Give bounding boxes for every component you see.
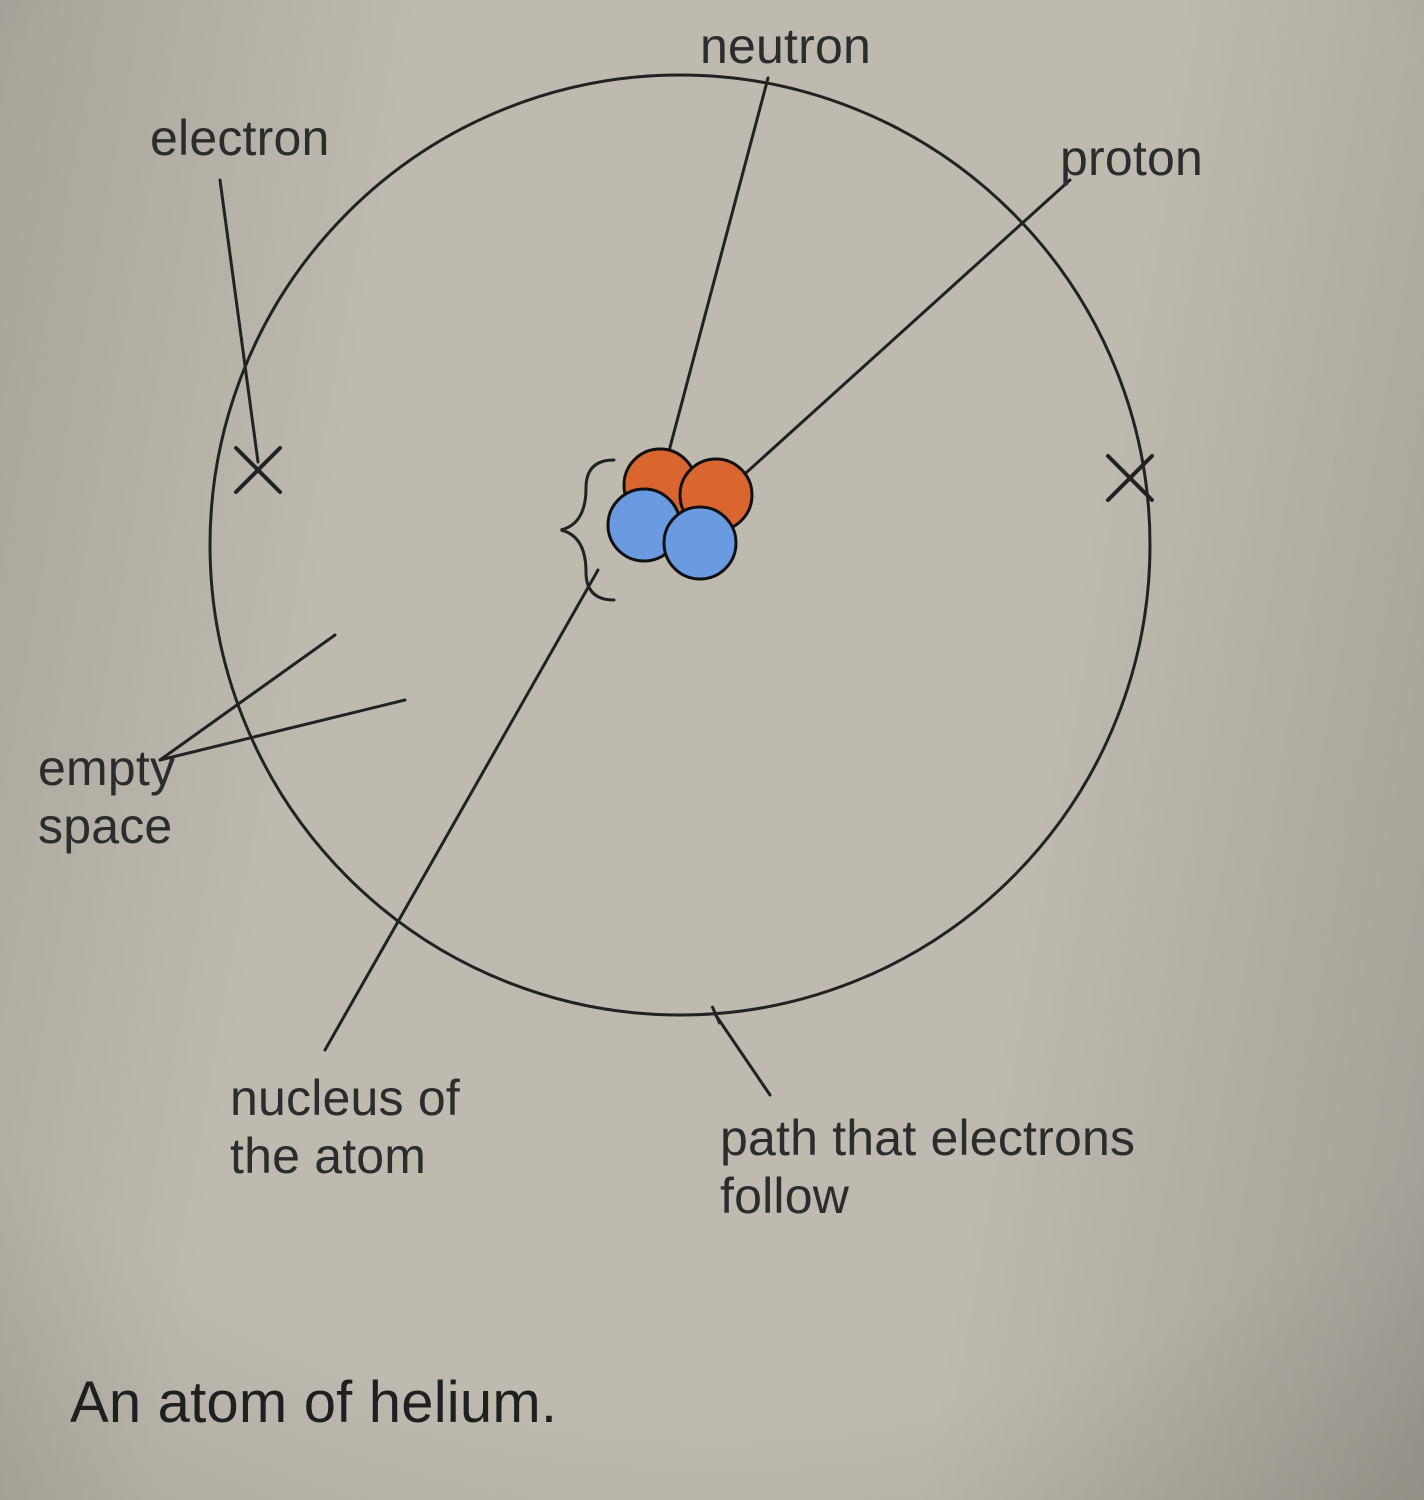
neutron-particle (664, 507, 736, 579)
leader-empty1 (160, 635, 335, 760)
label-neutron: neutron (700, 18, 871, 76)
label-path: path that electrons follow (720, 1110, 1135, 1225)
nucleus-brace (561, 460, 614, 600)
label-empty-space: empty space (38, 740, 175, 855)
leader-nucleus (325, 570, 598, 1050)
leader-neutron (660, 78, 768, 485)
leader-path (715, 1014, 770, 1095)
label-nucleus: nucleus of the atom (230, 1070, 460, 1185)
label-electron: electron (150, 110, 329, 168)
leader-empty2 (160, 700, 405, 760)
nucleus (608, 449, 752, 579)
leader-proton (716, 180, 1070, 500)
figure-caption: An atom of helium. (70, 1370, 557, 1437)
label-proton: proton (1060, 130, 1203, 188)
